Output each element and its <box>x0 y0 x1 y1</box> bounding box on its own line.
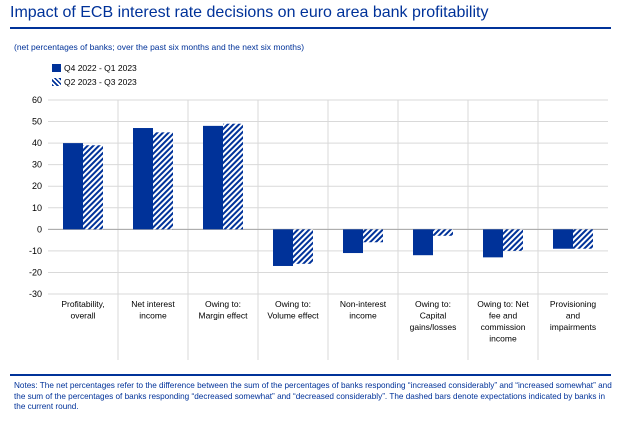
chart-subtitle: (net percentages of banks; over the past… <box>14 42 305 52</box>
category-label: Owing to: Net fee and commission income <box>477 299 529 344</box>
category-label: Owing to: Capital gains/losses <box>410 299 457 332</box>
y-tick-label: 50 <box>32 117 42 127</box>
y-tick-label: 40 <box>32 138 42 148</box>
y-tick-label: 30 <box>32 160 42 170</box>
chart-title: Impact of ECB interest rate decisions on… <box>10 4 489 21</box>
bar-actual <box>63 143 83 230</box>
bar-actual <box>413 229 433 256</box>
legend: Q4 2022 - Q1 2023 Q2 2023 - Q3 2023 <box>52 61 137 89</box>
bar-actual <box>343 229 363 254</box>
bar-expected <box>503 229 523 251</box>
bar-expected <box>153 132 173 230</box>
bar-actual <box>553 229 573 249</box>
notes-rule <box>10 374 611 376</box>
category-label: Non-interest income <box>340 299 387 321</box>
category-label: Profitability, overall <box>61 299 104 321</box>
legend-label-series-2: Q2 2023 - Q3 2023 <box>64 77 137 87</box>
bar-expected <box>83 145 103 230</box>
title-rule <box>10 27 611 29</box>
y-tick-label: 60 <box>32 95 42 105</box>
bar-actual <box>483 229 503 258</box>
bar-chart: -30 -20 -10 0 10 20 30 40 50 60 Profitability, over… <box>29 95 608 360</box>
legend-label-series-1: Q4 2022 - Q1 2023 <box>64 63 137 73</box>
bar-expected <box>433 229 453 236</box>
y-tick-label: -10 <box>29 246 42 256</box>
y-tick-label: 20 <box>32 181 42 191</box>
category-label: Provisioning and impairments <box>550 299 597 332</box>
bar-expected <box>573 229 593 249</box>
category-label: Owing to: Margin effect <box>199 299 249 321</box>
y-tick-label: -30 <box>29 289 42 299</box>
bar-expected <box>223 123 243 230</box>
bar-expected <box>363 229 383 243</box>
legend-swatch-solid <box>52 64 61 72</box>
y-tick-label: -20 <box>29 267 42 277</box>
y-tick-label: 10 <box>32 203 42 213</box>
category-label: Owing to: Volume effect <box>267 299 319 321</box>
bar-actual <box>273 229 293 266</box>
bar-actual <box>133 128 153 230</box>
legend-item-series-2: Q2 2023 - Q3 2023 <box>52 75 137 89</box>
chart-notes: Notes: The net percentages refer to the … <box>14 381 612 411</box>
legend-item-series-1: Q4 2022 - Q1 2023 <box>52 61 137 75</box>
bar-expected <box>293 229 313 264</box>
bar-actual <box>203 125 223 230</box>
legend-swatch-hatched <box>52 78 61 86</box>
category-label: Net interest income <box>131 299 175 321</box>
y-tick-label: 0 <box>37 224 42 234</box>
